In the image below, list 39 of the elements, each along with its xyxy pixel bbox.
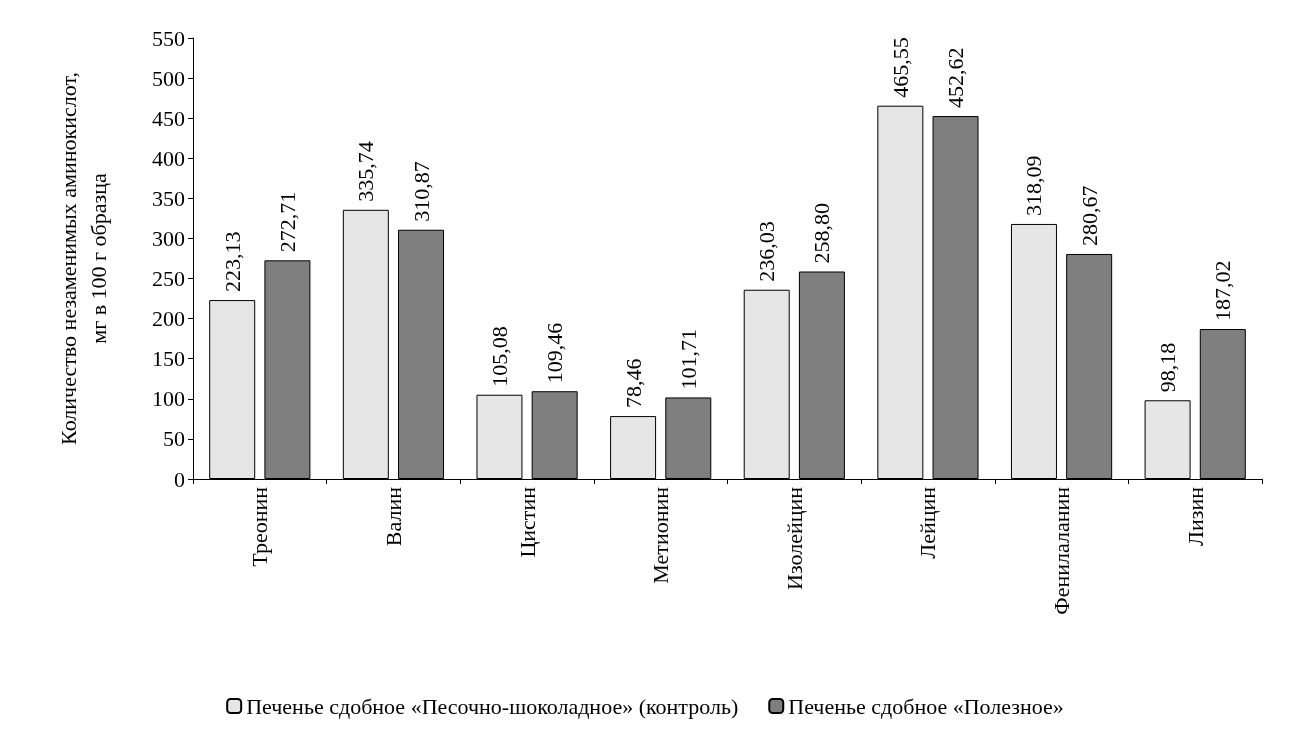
- legend-label: Печенье сдобное «Песочно-шоколадное» (контроль): [246, 693, 739, 719]
- data-label: 258,80: [809, 202, 835, 264]
- data-label: 98,18: [1155, 342, 1181, 393]
- data-label: 101,71: [675, 328, 701, 390]
- y-tick-label: 450: [152, 105, 185, 131]
- data-label: 78,46: [620, 358, 646, 409]
- data-label: 272,71: [274, 191, 300, 253]
- x-tick-label: Цистин: [514, 486, 540, 558]
- y-tick-label: 350: [152, 185, 185, 211]
- y-tick-label: 500: [152, 65, 185, 91]
- y-tick-label: 150: [152, 346, 185, 372]
- data-label: 465,55: [887, 37, 913, 98]
- x-tick-label: Лейцин: [915, 486, 941, 559]
- x-tick-label: Треонин: [247, 486, 273, 567]
- x-tick-label: Фенилаланин: [1049, 486, 1075, 615]
- x-tick-label: Лизин: [1182, 486, 1208, 546]
- y-tick-label: 400: [152, 145, 185, 171]
- x-tick-label: Метионин: [648, 486, 674, 584]
- y-axis-title: Количество незаменимых аминокислот, мг в 100 г образца: [55, 72, 111, 445]
- data-label: 109,46: [542, 322, 568, 384]
- y-tick-label: 100: [152, 386, 185, 412]
- y-tick-label: 250: [152, 266, 185, 292]
- y-tick-label: 200: [152, 306, 185, 332]
- y-tick-label: 550: [152, 25, 185, 51]
- y-tick-label: 300: [152, 225, 185, 251]
- data-label: 310,87: [408, 161, 434, 222]
- data-label: 105,08: [486, 326, 512, 387]
- data-label: 223,13: [219, 231, 245, 293]
- data-label: 280,67: [1076, 185, 1102, 246]
- y-tick-label: 0: [174, 466, 185, 492]
- data-label: 236,03: [754, 221, 780, 282]
- data-label: 187,02: [1210, 260, 1236, 322]
- x-tick-label: Изолейцин: [781, 486, 807, 590]
- legend-label: Печенье сдобное «Полезное»: [788, 693, 1064, 719]
- x-tick-label: Валин: [380, 486, 406, 547]
- y-tick-label: 50: [163, 426, 185, 452]
- data-label: 318,09: [1021, 155, 1047, 216]
- data-label: 452,62: [943, 47, 969, 109]
- data-label: 335,74: [353, 141, 379, 202]
